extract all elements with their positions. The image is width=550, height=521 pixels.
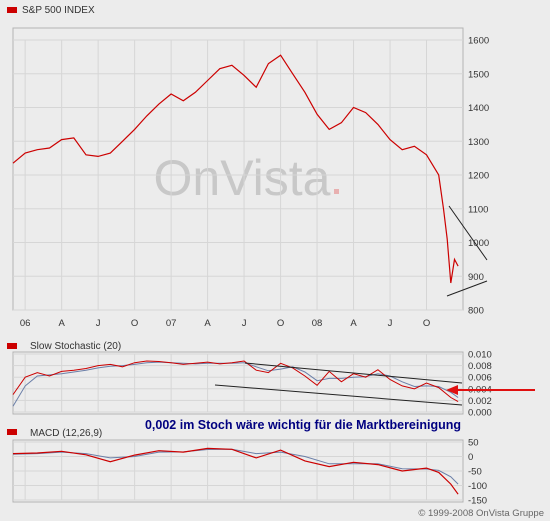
macd-signal-line [12, 448, 459, 485]
y-tick-label: 0.002 [468, 396, 492, 407]
x-tick-label: 07 [166, 318, 177, 329]
x-tick-label: J [96, 318, 101, 329]
x-tick-label: A [204, 318, 211, 329]
y-tick-label: 1600 [468, 36, 489, 47]
y-tick-label: 1500 [468, 69, 489, 80]
macd-line [12, 447, 459, 495]
x-tick-label: 08 [312, 318, 323, 329]
stoch-signal-line [12, 361, 459, 407]
y-tick-label: 1300 [468, 137, 489, 148]
x-tick-label: A [58, 318, 65, 329]
y-tick-label: -150 [468, 496, 487, 507]
y-tick-label: 0.006 [468, 373, 492, 384]
y-tick-label: 1100 [468, 204, 488, 215]
header-title: S&P 500 INDEX [22, 5, 95, 16]
price-triangle-upper [448, 205, 488, 261]
y-tick-label: -100 [468, 481, 487, 492]
stoch-title: Slow Stochastic (20) [30, 341, 121, 352]
stoch-legend-square [7, 343, 17, 349]
macd-legend-square [7, 429, 17, 435]
macd-title: MACD (12,26,9) [30, 428, 102, 439]
stoch-trend-upper [244, 362, 463, 384]
annotation-arrow-head [446, 385, 458, 395]
x-tick-label: O [423, 318, 430, 329]
x-tick-label: J [388, 318, 393, 329]
y-tick-label: 800 [468, 306, 484, 317]
y-tick-label: 1400 [468, 103, 489, 114]
copyright: © 1999-2008 OnVista Gruppe [418, 508, 544, 519]
x-tick-label: 06 [20, 318, 31, 329]
x-tick-label: O [277, 318, 284, 329]
price-triangle-lower [446, 280, 488, 297]
y-tick-label: 0.010 [468, 350, 492, 361]
y-tick-label: 0 [468, 452, 473, 463]
x-tick-label: A [350, 318, 357, 329]
y-tick-label: 900 [468, 272, 484, 283]
y-tick-label: 0.000 [468, 408, 492, 419]
y-tick-label: -50 [468, 467, 482, 478]
y-tick-label: 1000 [468, 238, 489, 249]
price-series-line [12, 54, 459, 284]
x-tick-label: J [242, 318, 247, 329]
stoch-main-line [12, 360, 459, 403]
stoch-trend-lower [214, 384, 463, 406]
y-tick-label: 1200 [468, 171, 489, 182]
watermark: OnVista [154, 150, 331, 206]
x-tick-label: O [131, 318, 138, 329]
annotation-text: 0,002 im Stoch wäre wichtig für die Mark… [145, 418, 461, 432]
y-tick-label: 0.008 [468, 361, 492, 372]
stoch-panel-frame [12, 351, 464, 415]
watermark-dot [334, 189, 339, 194]
y-tick-label: 50 [468, 438, 479, 449]
legend-square [7, 7, 17, 13]
